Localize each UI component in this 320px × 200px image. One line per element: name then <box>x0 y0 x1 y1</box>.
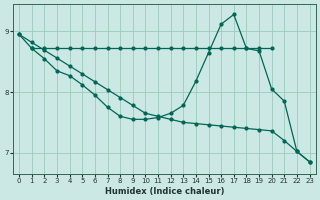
X-axis label: Humidex (Indice chaleur): Humidex (Indice chaleur) <box>105 187 224 196</box>
